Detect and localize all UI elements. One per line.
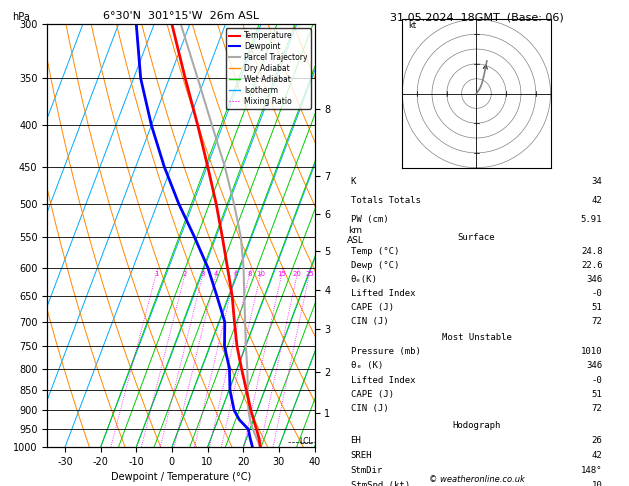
Text: 8: 8 [247, 271, 252, 277]
Text: 20: 20 [293, 271, 302, 277]
Text: K: K [350, 177, 356, 186]
Text: StmDir: StmDir [350, 466, 383, 475]
Text: 3: 3 [201, 271, 205, 277]
Text: -0: -0 [592, 376, 603, 384]
Text: 24.8: 24.8 [581, 247, 603, 256]
Y-axis label: km
ASL: km ASL [347, 226, 364, 245]
Text: 51: 51 [592, 390, 603, 399]
Text: 4: 4 [214, 271, 218, 277]
Text: SREH: SREH [350, 451, 372, 460]
Text: 51: 51 [592, 303, 603, 312]
Text: 346: 346 [586, 362, 603, 370]
Text: kt: kt [408, 21, 416, 30]
Text: CIN (J): CIN (J) [350, 404, 388, 413]
Text: 22.6: 22.6 [581, 261, 603, 270]
Text: Lifted Index: Lifted Index [350, 289, 415, 298]
Text: 6: 6 [233, 271, 238, 277]
Text: 15: 15 [277, 271, 286, 277]
Text: hPa: hPa [13, 12, 30, 22]
Text: 5.91: 5.91 [581, 215, 603, 224]
Text: θₑ(K): θₑ(K) [350, 275, 377, 284]
Text: 72: 72 [592, 404, 603, 413]
Text: 10: 10 [592, 481, 603, 486]
Text: 148°: 148° [581, 466, 603, 475]
Text: 10: 10 [256, 271, 265, 277]
Text: Hodograph: Hodograph [452, 421, 501, 430]
Text: 42: 42 [592, 196, 603, 205]
Text: 26: 26 [592, 436, 603, 445]
Text: LCL: LCL [299, 437, 313, 446]
Text: 25: 25 [305, 271, 314, 277]
Text: 34: 34 [592, 177, 603, 186]
Text: 346: 346 [586, 275, 603, 284]
Text: 31.05.2024  18GMT  (Base: 06): 31.05.2024 18GMT (Base: 06) [389, 12, 564, 22]
Text: θₑ (K): θₑ (K) [350, 362, 383, 370]
Text: StmSpd (kt): StmSpd (kt) [350, 481, 409, 486]
Text: Lifted Index: Lifted Index [350, 376, 415, 384]
Text: 2: 2 [183, 271, 187, 277]
Text: Most Unstable: Most Unstable [442, 333, 511, 342]
Text: © weatheronline.co.uk: © weatheronline.co.uk [428, 474, 525, 484]
Text: PW (cm): PW (cm) [350, 215, 388, 224]
Text: 1010: 1010 [581, 347, 603, 356]
Text: -0: -0 [592, 289, 603, 298]
Text: Totals Totals: Totals Totals [350, 196, 420, 205]
X-axis label: Dewpoint / Temperature (°C): Dewpoint / Temperature (°C) [111, 472, 251, 483]
Text: EH: EH [350, 436, 361, 445]
Legend: Temperature, Dewpoint, Parcel Trajectory, Dry Adiabat, Wet Adiabat, Isotherm, Mi: Temperature, Dewpoint, Parcel Trajectory… [226, 28, 311, 109]
Text: CAPE (J): CAPE (J) [350, 390, 394, 399]
Text: Temp (°C): Temp (°C) [350, 247, 399, 256]
Title: 6°30'N  301°15'W  26m ASL: 6°30'N 301°15'W 26m ASL [103, 11, 259, 21]
Text: 42: 42 [592, 451, 603, 460]
Text: 1: 1 [154, 271, 159, 277]
Text: CAPE (J): CAPE (J) [350, 303, 394, 312]
Text: CIN (J): CIN (J) [350, 316, 388, 326]
Text: 72: 72 [592, 316, 603, 326]
Text: Surface: Surface [458, 233, 495, 243]
Text: Dewp (°C): Dewp (°C) [350, 261, 399, 270]
Text: Pressure (mb): Pressure (mb) [350, 347, 420, 356]
